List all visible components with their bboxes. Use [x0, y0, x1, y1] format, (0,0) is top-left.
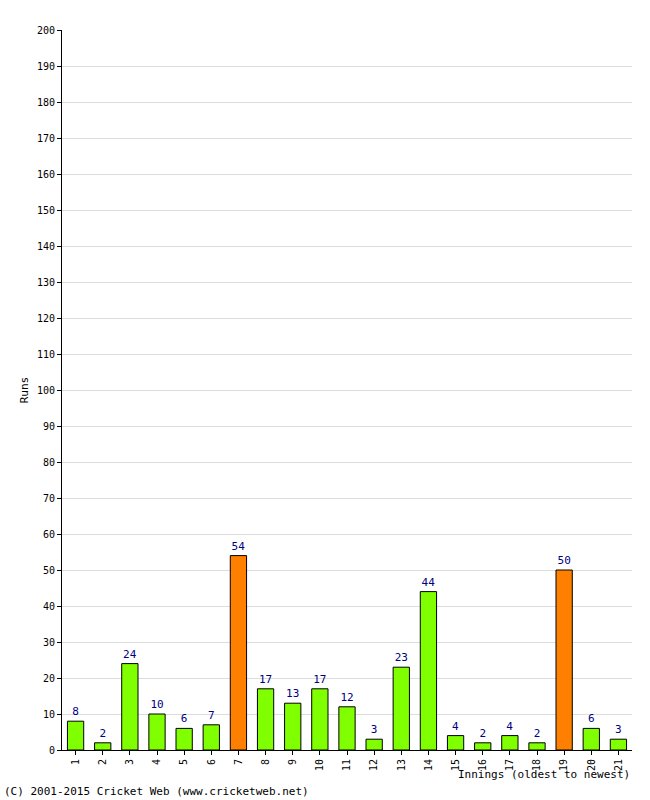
svg-text:7: 7: [233, 759, 244, 765]
svg-text:180: 180: [37, 97, 55, 108]
svg-text:2: 2: [97, 759, 108, 765]
svg-text:15: 15: [450, 759, 461, 771]
svg-text:6: 6: [206, 759, 217, 765]
svg-text:130: 130: [37, 277, 55, 288]
svg-text:2: 2: [479, 727, 486, 740]
svg-text:23: 23: [395, 651, 408, 664]
svg-text:10: 10: [43, 709, 55, 720]
svg-text:10: 10: [150, 698, 163, 711]
svg-text:13: 13: [396, 759, 407, 771]
svg-text:4: 4: [506, 720, 513, 733]
svg-text:20: 20: [43, 673, 55, 684]
svg-text:80: 80: [43, 457, 55, 468]
svg-text:2: 2: [534, 727, 541, 740]
svg-text:60: 60: [43, 529, 55, 540]
svg-text:2: 2: [99, 727, 106, 740]
svg-text:3: 3: [124, 759, 135, 765]
svg-text:7: 7: [208, 709, 215, 722]
svg-text:70: 70: [43, 493, 55, 504]
svg-text:19: 19: [558, 759, 569, 771]
svg-text:170: 170: [37, 133, 55, 144]
svg-text:30: 30: [43, 637, 55, 648]
svg-text:190: 190: [37, 61, 55, 72]
svg-text:21: 21: [613, 759, 624, 771]
svg-text:6: 6: [181, 712, 188, 725]
svg-text:5: 5: [178, 759, 189, 765]
svg-text:1: 1: [70, 759, 81, 765]
svg-text:(C) 2001-2015 Cricket Web (www: (C) 2001-2015 Cricket Web (www.cricketwe…: [4, 785, 309, 798]
svg-text:3: 3: [371, 723, 378, 736]
svg-text:90: 90: [43, 421, 55, 432]
svg-text:6: 6: [588, 712, 595, 725]
svg-text:9: 9: [287, 759, 298, 765]
svg-text:17: 17: [259, 673, 272, 686]
svg-text:10: 10: [314, 759, 325, 771]
svg-text:17: 17: [313, 673, 326, 686]
svg-text:44: 44: [422, 576, 436, 589]
svg-text:0: 0: [49, 745, 55, 756]
svg-text:14: 14: [423, 759, 434, 771]
svg-text:13: 13: [286, 687, 299, 700]
svg-text:3: 3: [615, 723, 622, 736]
svg-text:120: 120: [37, 313, 55, 324]
svg-text:140: 140: [37, 241, 55, 252]
svg-text:17: 17: [504, 759, 515, 771]
svg-text:11: 11: [341, 759, 352, 771]
svg-text:40: 40: [43, 601, 55, 612]
svg-text:160: 160: [37, 169, 55, 180]
svg-text:54: 54: [232, 540, 246, 553]
svg-text:12: 12: [368, 759, 379, 771]
svg-text:200: 200: [37, 25, 55, 36]
svg-text:4: 4: [151, 759, 162, 765]
svg-text:Runs: Runs: [18, 377, 31, 404]
svg-text:110: 110: [37, 349, 55, 360]
svg-text:50: 50: [558, 554, 571, 567]
svg-text:50: 50: [43, 565, 55, 576]
svg-text:8: 8: [260, 759, 271, 765]
svg-text:12: 12: [340, 691, 353, 704]
svg-text:20: 20: [586, 759, 597, 771]
svg-text:100: 100: [37, 385, 55, 396]
svg-text:18: 18: [531, 759, 542, 771]
svg-text:8: 8: [72, 705, 79, 718]
svg-text:150: 150: [37, 205, 55, 216]
svg-text:Innings (oldest to newest): Innings (oldest to newest): [458, 768, 630, 781]
svg-text:4: 4: [452, 720, 459, 733]
svg-text:16: 16: [477, 759, 488, 771]
svg-text:24: 24: [123, 648, 137, 661]
